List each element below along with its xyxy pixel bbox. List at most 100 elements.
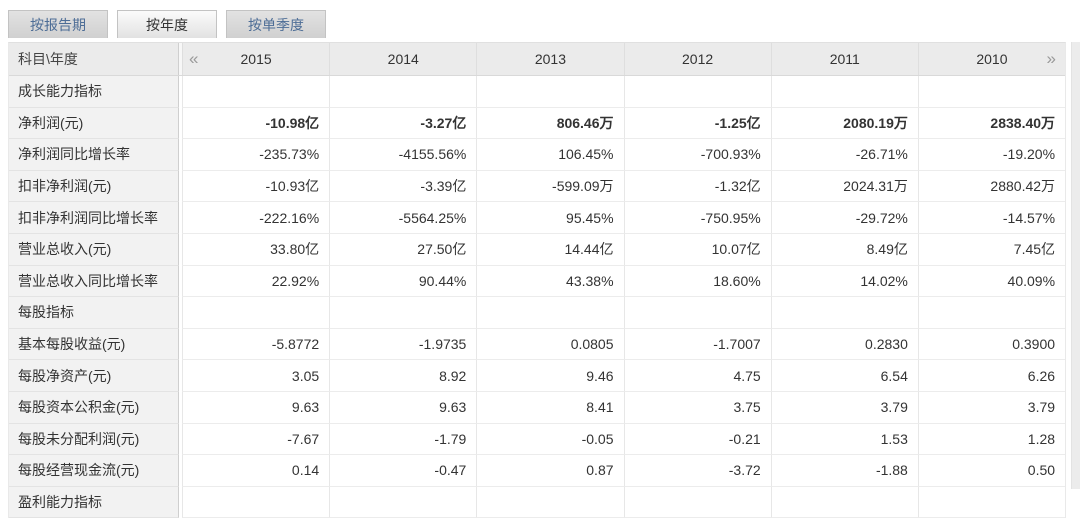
financial-indicators-table: 科目\年度 « 2015 2014 2013 2012 2011 2010» 成长能力指标…: [8, 42, 1066, 518]
year-header: 2014: [329, 43, 476, 75]
cell-value: 90.44%: [329, 265, 477, 298]
cell-value: 9.63: [329, 391, 477, 424]
cell-value: -10.98亿: [182, 107, 330, 140]
cell-value: 8.92: [329, 360, 477, 392]
cell-value: -750.95%: [623, 202, 771, 234]
cell-value: -4155.56%: [329, 139, 477, 171]
cell-value: 0.87: [476, 455, 624, 487]
tab-by-single-quarter[interactable]: 按单季度: [226, 10, 326, 38]
cell-value: 806.46万: [476, 107, 624, 140]
cell-value: [476, 486, 624, 518]
cell-value: 95.45%: [476, 202, 624, 234]
cell-value: 0.50: [917, 455, 1066, 487]
cell-value: -1.9735: [329, 328, 477, 361]
year-header: 2011: [770, 43, 918, 75]
cell-value: 106.45%: [476, 139, 624, 171]
cell-value: -0.21: [623, 423, 771, 456]
cell-value: 10.07亿: [623, 233, 771, 266]
row-label: 净利润同比增长率: [9, 139, 179, 171]
cell-value: [476, 297, 624, 329]
tab-by-year[interactable]: 按年度: [117, 10, 217, 38]
column-gap: [179, 233, 182, 266]
cell-value: 2838.40万: [917, 107, 1066, 140]
cell-value: 3.75: [623, 391, 771, 424]
cell-value: 1.53: [770, 423, 918, 456]
cell-value: [770, 486, 918, 518]
cell-value: -1.79: [329, 423, 477, 456]
cell-value: [182, 297, 330, 329]
cell-value: 2024.31万: [770, 170, 918, 203]
cell-value: -235.73%: [182, 139, 330, 171]
cell-value: [623, 297, 771, 329]
row-label: 成长能力指标: [9, 76, 179, 108]
year-header: 2015: [182, 43, 329, 75]
cell-value: -1.32亿: [623, 170, 771, 203]
cell-value: 0.0805: [476, 328, 624, 361]
column-gap: [179, 328, 182, 361]
cell-value: [329, 297, 477, 329]
cell-value: 1.28: [917, 423, 1066, 456]
cell-value: -1.7007: [623, 328, 771, 361]
cell-value: 0.14: [182, 455, 330, 487]
cell-value: -3.39亿: [329, 170, 477, 203]
column-gap: [179, 265, 182, 298]
table-row: 每股资本公积金(元) 9.63 9.63 8.41 3.75 3.79 3.79: [9, 391, 1066, 424]
cell-value: -7.67: [182, 423, 330, 456]
column-gap: [179, 43, 182, 75]
vertical-scrollbar[interactable]: [1071, 42, 1080, 489]
column-gap: [179, 170, 182, 203]
cell-value: 3.79: [917, 391, 1066, 424]
cell-value: -5564.25%: [329, 202, 477, 234]
corner-header: 科目\年度: [9, 43, 179, 75]
cell-value: 6.54: [770, 360, 918, 392]
cell-value: [182, 76, 330, 108]
row-label: 每股指标: [9, 297, 179, 329]
cell-value: 40.09%: [917, 265, 1066, 298]
cell-value: 33.80亿: [182, 233, 330, 266]
tab-by-report-period[interactable]: 按报告期: [8, 10, 108, 38]
table-row: 营业总收入(元) 33.80亿 27.50亿 14.44亿 10.07亿 8.49亿 7.4…: [9, 233, 1066, 266]
table-header-row: 科目\年度 « 2015 2014 2013 2012 2011 2010»: [9, 43, 1065, 76]
cell-value: -599.09万: [476, 170, 624, 203]
prev-years-icon[interactable]: «: [189, 49, 199, 68]
cell-value: [917, 486, 1066, 518]
cell-value: 9.63: [182, 391, 330, 424]
cell-value: 7.45亿: [917, 233, 1066, 266]
cell-value: [770, 76, 918, 108]
row-label: 净利润(元): [9, 107, 179, 140]
column-gap: [179, 139, 182, 171]
cell-value: 18.60%: [623, 265, 771, 298]
column-gap: [179, 360, 182, 392]
cell-value: 14.02%: [770, 265, 918, 298]
cell-value: -222.16%: [182, 202, 330, 234]
row-label: 营业总收入同比增长率: [9, 265, 179, 298]
column-gap: [179, 107, 182, 140]
row-label: 扣非净利润(元): [9, 170, 179, 203]
cell-value: 14.44亿: [476, 233, 624, 266]
row-label: 每股未分配利润(元): [9, 423, 179, 456]
cell-value: -5.8772: [182, 328, 330, 361]
section-row: 盈利能力指标: [9, 486, 1066, 518]
cell-value: [329, 76, 477, 108]
cell-value: -3.27亿: [329, 107, 477, 140]
column-gap: [179, 391, 182, 424]
cell-value: -14.57%: [917, 202, 1066, 234]
year-header: 2013: [476, 43, 623, 75]
column-gap: [179, 76, 182, 108]
cell-value: 4.75: [623, 360, 771, 392]
cell-value: [182, 486, 330, 518]
section-row: 成长能力指标: [9, 76, 1066, 108]
table-row: 基本每股收益(元) -5.8772 -1.9735 0.0805 -1.7007 0.28…: [9, 328, 1066, 361]
table-row: 净利润同比增长率 -235.73% -4155.56% 106.45% -700.93%…: [9, 139, 1066, 171]
cell-value: -1.88: [770, 455, 918, 487]
cell-value: -10.93亿: [182, 170, 330, 203]
column-gap: [179, 423, 182, 456]
cell-value: 3.79: [770, 391, 918, 424]
cell-value: -29.72%: [770, 202, 918, 234]
table-row: 营业总收入同比增长率 22.92% 90.44% 43.38% 18.60% 14.02%…: [9, 265, 1066, 298]
cell-value: 43.38%: [476, 265, 624, 298]
cell-value: -0.05: [476, 423, 624, 456]
table-row: 净利润(元) -10.98亿 -3.27亿 806.46万 -1.25亿 2080.19万…: [9, 107, 1066, 140]
next-years-icon[interactable]: »: [1046, 49, 1056, 68]
table-row: 扣非净利润同比增长率 -222.16% -5564.25% 95.45% -750.95…: [9, 202, 1066, 234]
